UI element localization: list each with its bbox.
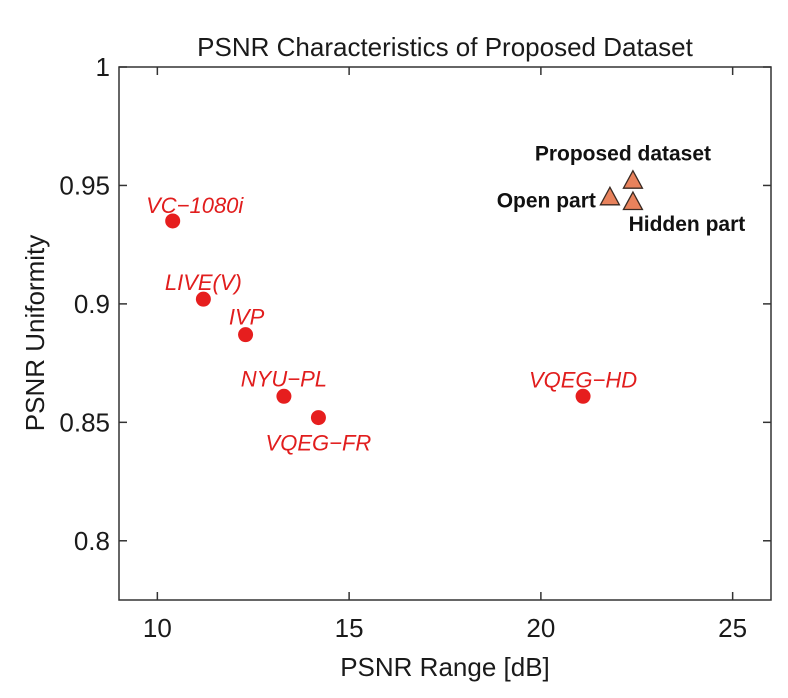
point-live-v — [195, 291, 211, 307]
point-vqeg-hd — [575, 388, 591, 404]
x-axis: 10 15 20 25 — [143, 67, 747, 643]
triangle-proposed-dataset — [622, 169, 644, 189]
triangle-label-hidden-part: Hidden part — [629, 213, 746, 236]
point-ivp — [238, 327, 254, 343]
triangle-label-open-part: Open part — [497, 189, 596, 212]
point-label-vc-1080i: VC−1080i — [146, 193, 244, 218]
point-label-live-v: LIVE(V) — [165, 270, 242, 295]
triangle-hidden-part — [622, 190, 644, 211]
y-axis-label: PSNR Uniformity — [20, 235, 50, 431]
plot-frame — [118, 66, 772, 601]
x-tick-label: 25 — [718, 613, 747, 643]
point-label-vqeg-hd: VQEG−HD — [529, 367, 637, 392]
y-tick-label: 0.9 — [74, 289, 110, 319]
y-tick-label: 1 — [96, 52, 110, 82]
y-axis: 0.8 0.85 0.9 0.95 1 — [59, 52, 771, 556]
point-vc-1080i — [165, 213, 181, 229]
x-axis-label: PSNR Range [dB] — [340, 652, 550, 682]
x-tick-label: 20 — [526, 613, 555, 643]
point-nyu-pl — [276, 388, 292, 404]
y-tick-label: 0.8 — [74, 526, 110, 556]
data-points: VC−1080i LIVE(V) IVP NYU−PL VQEG−FR VQEG−HD Pr… — [146, 143, 745, 456]
point-label-nyu-pl: NYU−PL — [241, 366, 327, 391]
triangle-open-part — [599, 185, 621, 206]
point-label-vqeg-fr: VQEG−FR — [266, 431, 372, 456]
y-tick-label: 0.95 — [59, 170, 110, 200]
chart-title: PSNR Characteristics of Proposed Dataset — [197, 32, 693, 62]
x-tick-label: 10 — [143, 613, 172, 643]
x-tick-label: 15 — [335, 613, 364, 643]
y-tick-label: 0.85 — [59, 407, 110, 437]
triangle-label-proposed-dataset: Proposed dataset — [535, 143, 711, 166]
point-label-ivp: IVP — [229, 305, 265, 330]
point-vqeg-fr — [310, 410, 326, 426]
